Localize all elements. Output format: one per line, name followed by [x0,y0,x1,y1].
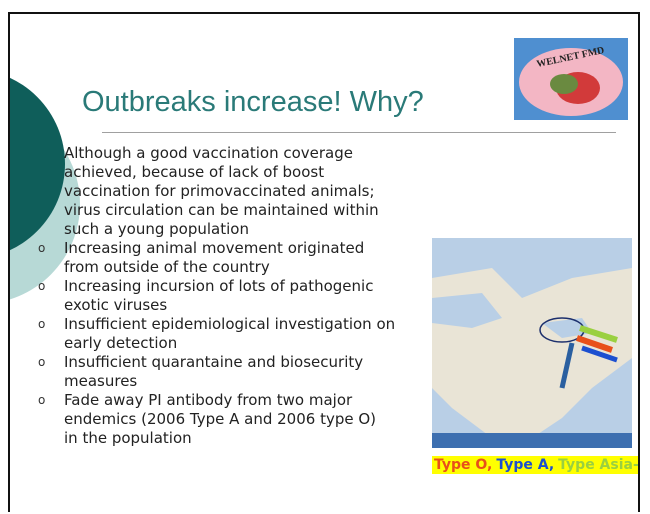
bullet-line: endemics (2006 Type A and 2006 type O) [64,410,377,428]
bullet: Although a good vaccination coverage achi… [30,144,430,239]
logo-art: WELNET FMD [519,45,623,116]
bullet-marker: o [38,241,46,255]
bullet-line: measures [64,372,138,390]
bullet: o Fade away PI antibody from two major end… [30,391,430,448]
bullet: o Insufficient epidemiological investigat… [30,315,430,353]
bullet-marker: o [38,393,46,407]
bullet-line: Insufficient quarantaine and biosecurity [64,353,364,371]
arc-dark [10,77,65,251]
bullet-line: vaccination for primovaccinated animals; [64,182,375,200]
bullet-line: Increasing animal movement originated [64,239,365,257]
bullet-marker: o [38,355,46,369]
bullet-line: Fade away PI antibody from two major [64,391,353,409]
bullet-line: such a young population [64,220,249,238]
legend-item: Type Asia-1, [558,457,639,473]
logo: WELNET FMD [514,38,628,120]
bullet-line: Although a good vaccination coverage [64,144,353,162]
bullet: o Insufficient quarantaine and biosecurit… [30,353,430,391]
bullet-line: virus circulation can be maintained with… [64,201,379,219]
bullet-line: Insufficient epidemiological investigati… [64,315,396,333]
bullet-line: Increasing incursion of lots of pathogen… [64,277,374,295]
legend: Type O,Type A,Type Asia-1, [432,456,639,474]
rule [102,132,616,133]
bullet-list: Although a good vaccination coverage achi… [30,144,430,448]
legend-item: Type O, [434,457,493,473]
slide: Outbreaks increase! Why? WELNET FMD Alth… [8,12,640,512]
bullet-line: exotic viruses [64,296,168,314]
bullet-line: achieved, because of lack of boost [64,163,325,181]
title: Outbreaks increase! Why? [82,86,424,118]
bullet: o Increasing animal movement originated fr… [30,239,430,277]
bullet-marker: o [38,279,46,293]
legend-item: Type A, [496,457,555,473]
bullet-line: in the population [64,429,192,447]
bullet-line: early detection [64,334,178,352]
bullet-marker: o [38,317,46,331]
map [432,238,632,448]
decoration [10,77,80,300]
bullet: o Increasing incursion of lots of pathoge… [30,277,430,315]
bullet-line: from outside of the country [64,258,270,276]
